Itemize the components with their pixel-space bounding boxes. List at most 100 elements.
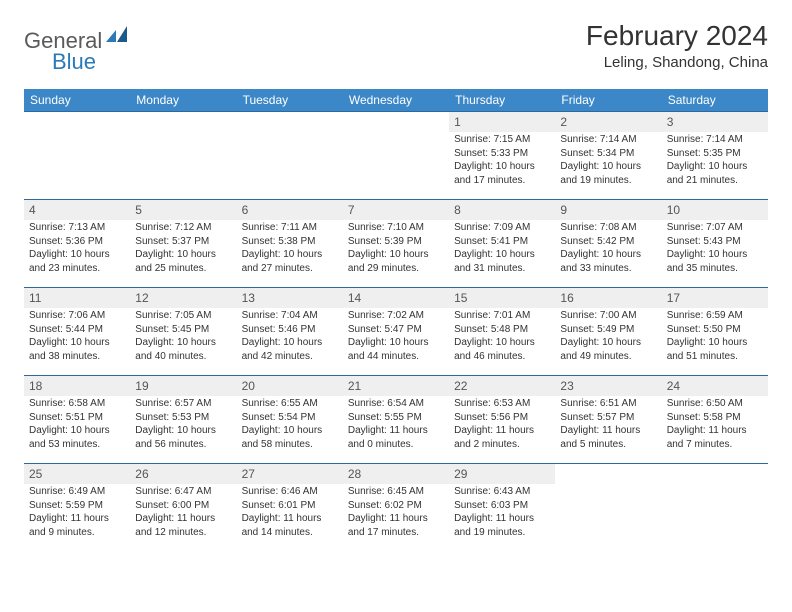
day1-text: Daylight: 10 hours — [667, 248, 763, 262]
day1-text: Daylight: 11 hours — [348, 424, 444, 438]
day1-text: Daylight: 10 hours — [348, 336, 444, 350]
calendar-cell — [662, 464, 768, 552]
day-header: Wednesday — [343, 89, 449, 112]
day2-text: and 14 minutes. — [242, 526, 338, 540]
sunrise-text: Sunrise: 7:04 AM — [242, 309, 338, 323]
calendar-week-row: 18Sunrise: 6:58 AMSunset: 5:51 PMDayligh… — [24, 376, 768, 464]
sunset-text: Sunset: 5:50 PM — [667, 323, 763, 337]
sunset-text: Sunset: 5:34 PM — [560, 147, 656, 161]
sunrise-text: Sunrise: 7:07 AM — [667, 221, 763, 235]
calendar-week-row: 25Sunrise: 6:49 AMSunset: 5:59 PMDayligh… — [24, 464, 768, 552]
sunset-text: Sunset: 5:41 PM — [454, 235, 550, 249]
day2-text: and 46 minutes. — [454, 350, 550, 364]
day2-text: and 38 minutes. — [29, 350, 125, 364]
day1-text: Daylight: 10 hours — [454, 248, 550, 262]
sunset-text: Sunset: 6:03 PM — [454, 499, 550, 513]
day-number: 20 — [237, 376, 343, 396]
sunset-text: Sunset: 6:00 PM — [135, 499, 231, 513]
sunrise-text: Sunrise: 6:57 AM — [135, 397, 231, 411]
day2-text: and 12 minutes. — [135, 526, 231, 540]
calendar-cell — [237, 112, 343, 200]
sunrise-text: Sunrise: 6:43 AM — [454, 485, 550, 499]
day2-text: and 9 minutes. — [29, 526, 125, 540]
day-number: 1 — [449, 112, 555, 132]
calendar-week-row: 4Sunrise: 7:13 AMSunset: 5:36 PMDaylight… — [24, 200, 768, 288]
sunset-text: Sunset: 5:47 PM — [348, 323, 444, 337]
sunset-text: Sunset: 5:43 PM — [667, 235, 763, 249]
sunset-text: Sunset: 5:49 PM — [560, 323, 656, 337]
day2-text: and 2 minutes. — [454, 438, 550, 452]
day-number: 21 — [343, 376, 449, 396]
calendar-cell: 29Sunrise: 6:43 AMSunset: 6:03 PMDayligh… — [449, 464, 555, 552]
day-number: 10 — [662, 200, 768, 220]
day-header: Sunday — [24, 89, 130, 112]
day-number: 29 — [449, 464, 555, 484]
calendar-cell: 26Sunrise: 6:47 AMSunset: 6:00 PMDayligh… — [130, 464, 236, 552]
sunrise-text: Sunrise: 6:49 AM — [29, 485, 125, 499]
day2-text: and 33 minutes. — [560, 262, 656, 276]
day2-text: and 19 minutes. — [560, 174, 656, 188]
day1-text: Daylight: 11 hours — [348, 512, 444, 526]
day1-text: Daylight: 10 hours — [454, 336, 550, 350]
calendar-cell: 2Sunrise: 7:14 AMSunset: 5:34 PMDaylight… — [555, 112, 661, 200]
day-number: 19 — [130, 376, 236, 396]
sunrise-text: Sunrise: 7:14 AM — [667, 133, 763, 147]
day-number: 22 — [449, 376, 555, 396]
day1-text: Daylight: 10 hours — [135, 336, 231, 350]
day-number: 18 — [24, 376, 130, 396]
day1-text: Daylight: 10 hours — [242, 336, 338, 350]
day-number: 16 — [555, 288, 661, 308]
day-number: 24 — [662, 376, 768, 396]
sunset-text: Sunset: 5:59 PM — [29, 499, 125, 513]
sunrise-text: Sunrise: 7:11 AM — [242, 221, 338, 235]
calendar-cell: 3Sunrise: 7:14 AMSunset: 5:35 PMDaylight… — [662, 112, 768, 200]
calendar-cell: 12Sunrise: 7:05 AMSunset: 5:45 PMDayligh… — [130, 288, 236, 376]
sunset-text: Sunset: 5:36 PM — [29, 235, 125, 249]
sunrise-text: Sunrise: 6:53 AM — [454, 397, 550, 411]
day2-text: and 17 minutes. — [348, 526, 444, 540]
day2-text: and 21 minutes. — [667, 174, 763, 188]
day2-text: and 7 minutes. — [667, 438, 763, 452]
day-header: Thursday — [449, 89, 555, 112]
calendar-week-row: 11Sunrise: 7:06 AMSunset: 5:44 PMDayligh… — [24, 288, 768, 376]
sunrise-text: Sunrise: 6:51 AM — [560, 397, 656, 411]
day-header: Tuesday — [237, 89, 343, 112]
day1-text: Daylight: 11 hours — [454, 512, 550, 526]
day-number: 2 — [555, 112, 661, 132]
calendar-cell: 19Sunrise: 6:57 AMSunset: 5:53 PMDayligh… — [130, 376, 236, 464]
day1-text: Daylight: 10 hours — [135, 248, 231, 262]
sunset-text: Sunset: 5:58 PM — [667, 411, 763, 425]
sunrise-text: Sunrise: 7:15 AM — [454, 133, 550, 147]
calendar-cell: 24Sunrise: 6:50 AMSunset: 5:58 PMDayligh… — [662, 376, 768, 464]
day-header: Saturday — [662, 89, 768, 112]
calendar-cell: 15Sunrise: 7:01 AMSunset: 5:48 PMDayligh… — [449, 288, 555, 376]
month-title: February 2024 — [586, 20, 768, 52]
day2-text: and 25 minutes. — [135, 262, 231, 276]
sunset-text: Sunset: 5:45 PM — [135, 323, 231, 337]
calendar-cell: 14Sunrise: 7:02 AMSunset: 5:47 PMDayligh… — [343, 288, 449, 376]
day-number: 3 — [662, 112, 768, 132]
sunset-text: Sunset: 5:42 PM — [560, 235, 656, 249]
sunset-text: Sunset: 6:02 PM — [348, 499, 444, 513]
day-number: 6 — [237, 200, 343, 220]
sunset-text: Sunset: 5:46 PM — [242, 323, 338, 337]
sunset-text: Sunset: 5:35 PM — [667, 147, 763, 161]
sunrise-text: Sunrise: 7:10 AM — [348, 221, 444, 235]
sunrise-text: Sunrise: 7:01 AM — [454, 309, 550, 323]
day1-text: Daylight: 11 hours — [242, 512, 338, 526]
day1-text: Daylight: 10 hours — [560, 336, 656, 350]
sunrise-text: Sunrise: 7:00 AM — [560, 309, 656, 323]
day2-text: and 51 minutes. — [667, 350, 763, 364]
calendar-cell: 9Sunrise: 7:08 AMSunset: 5:42 PMDaylight… — [555, 200, 661, 288]
calendar-cell: 11Sunrise: 7:06 AMSunset: 5:44 PMDayligh… — [24, 288, 130, 376]
calendar-cell: 21Sunrise: 6:54 AMSunset: 5:55 PMDayligh… — [343, 376, 449, 464]
day2-text: and 58 minutes. — [242, 438, 338, 452]
day-header: Friday — [555, 89, 661, 112]
calendar-cell — [555, 464, 661, 552]
day-number: 17 — [662, 288, 768, 308]
sunrise-text: Sunrise: 7:05 AM — [135, 309, 231, 323]
sunset-text: Sunset: 5:38 PM — [242, 235, 338, 249]
sunrise-text: Sunrise: 7:13 AM — [29, 221, 125, 235]
day2-text: and 29 minutes. — [348, 262, 444, 276]
day-number: 8 — [449, 200, 555, 220]
